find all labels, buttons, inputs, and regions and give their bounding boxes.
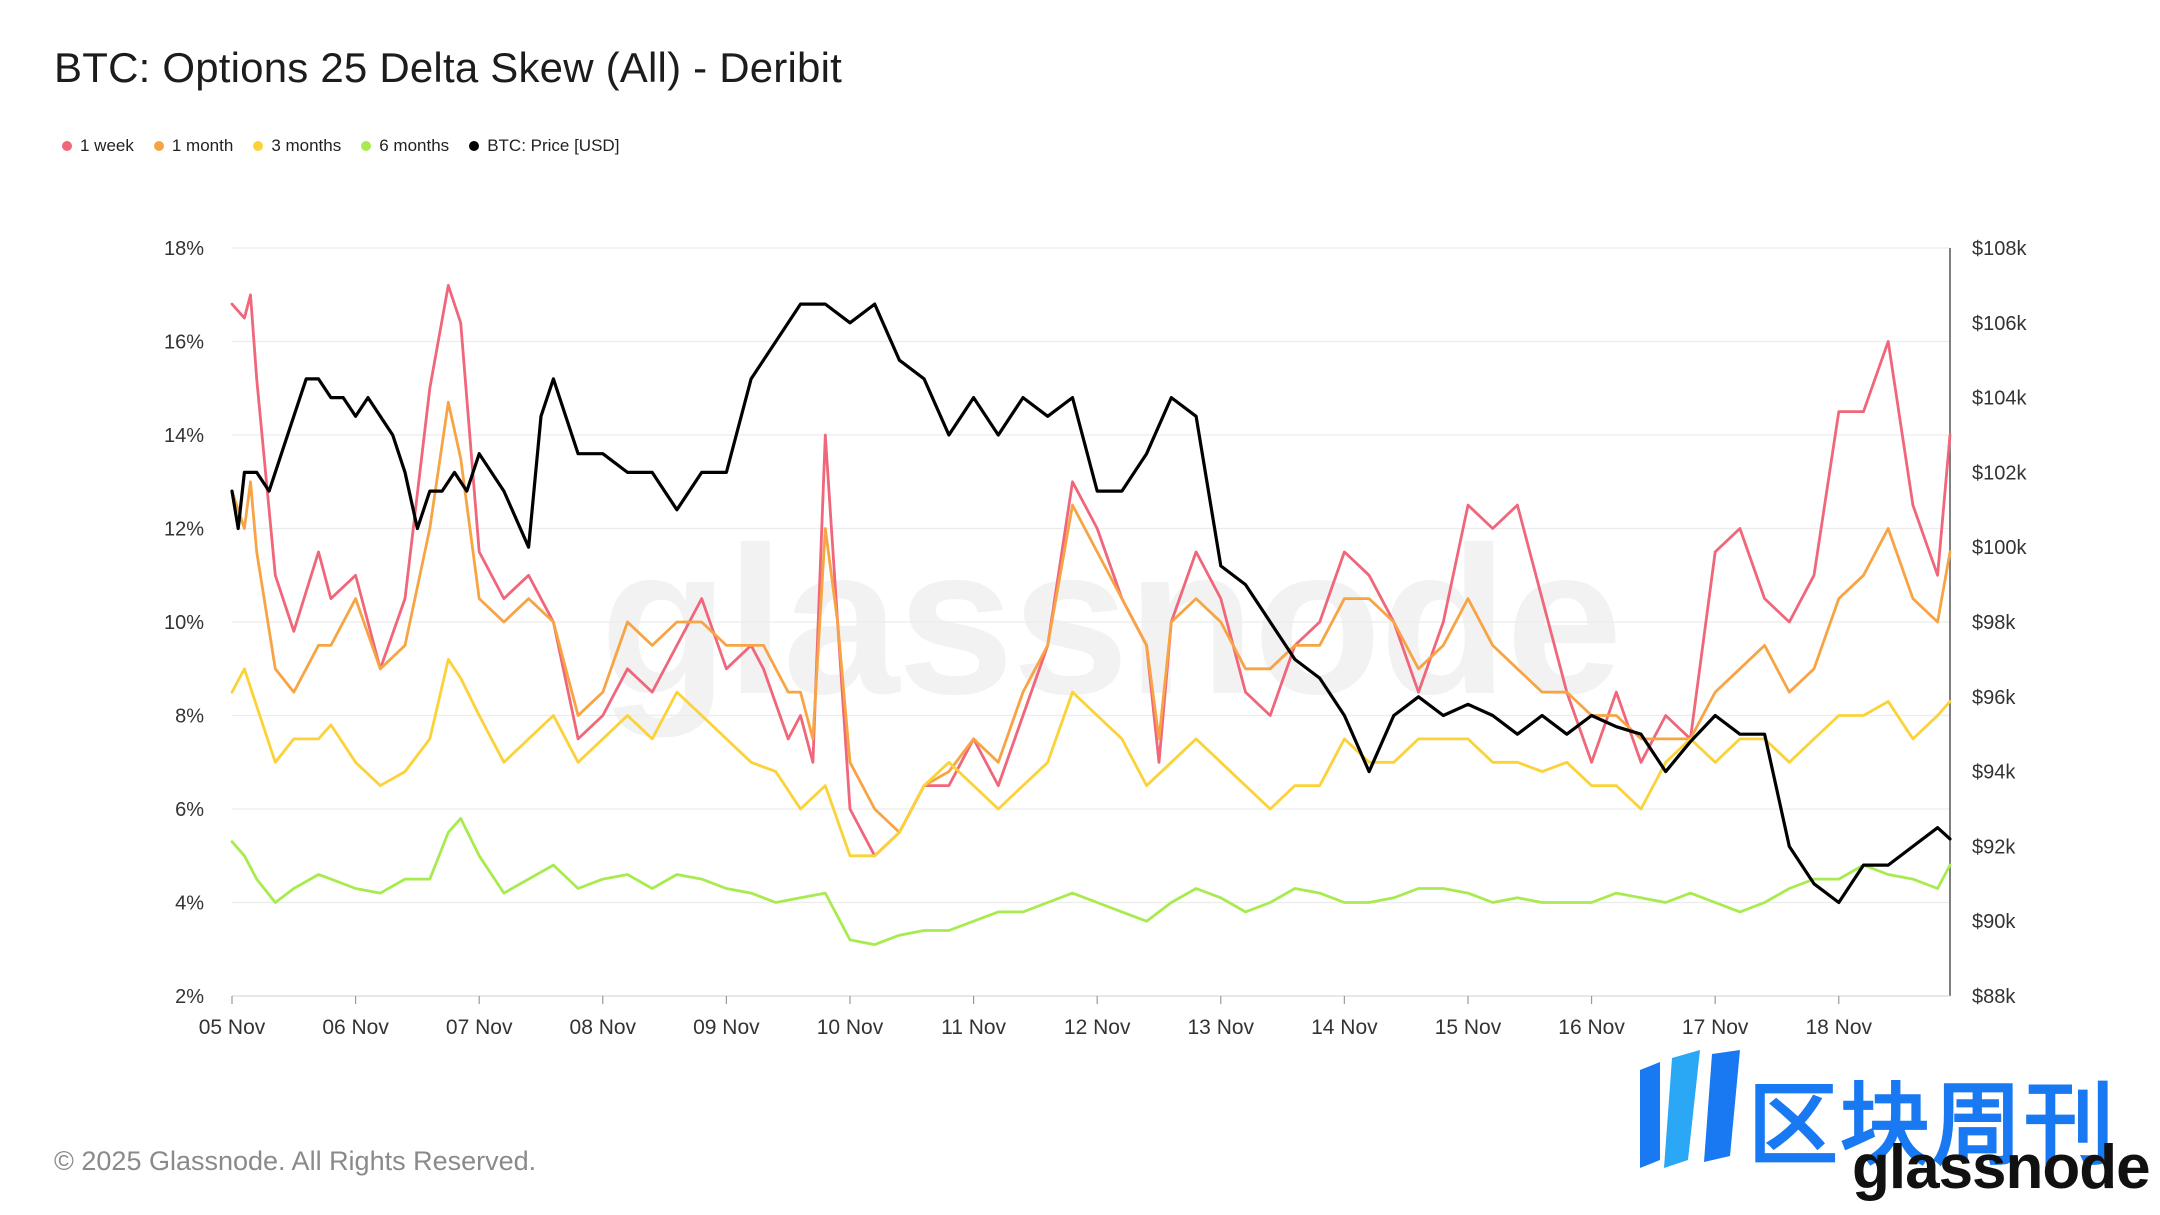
legend-dot-icon bbox=[62, 141, 72, 151]
legend-label: 6 months bbox=[379, 136, 450, 155]
legend-dot-icon bbox=[253, 141, 264, 151]
x-tick-label: 14 Nov bbox=[1311, 1016, 1378, 1039]
legend-label: 1 week bbox=[80, 136, 134, 155]
legend-dot-icon bbox=[469, 141, 480, 151]
legend-item-3-months[interactable]: 3 months bbox=[253, 136, 341, 156]
y-right-tick-label: $96k bbox=[1972, 687, 2016, 709]
legend-dot-icon bbox=[153, 141, 164, 151]
series-line-1-week bbox=[230, 283, 1952, 858]
x-tick-label: 07 Nov bbox=[446, 1016, 513, 1039]
y-right-tick-label: $108k bbox=[1972, 238, 2027, 260]
x-tick-label: 15 Nov bbox=[1435, 1016, 1502, 1039]
y-left-tick-label: 18% bbox=[164, 238, 204, 260]
y-right-tick-label: $92k bbox=[1972, 836, 2016, 858]
y-right-tick-label: $90k bbox=[1972, 911, 2016, 933]
legend-label: 3 months bbox=[271, 136, 342, 155]
y-right-tick-label: $104k bbox=[1972, 388, 2027, 410]
copyright-footer: © 2025 Glassnode. All Rights Reserved. bbox=[54, 1146, 537, 1176]
legend-item-btc-price[interactable]: BTC: Price [USD] bbox=[469, 136, 619, 156]
legend-item-1-month[interactable]: 1 month bbox=[153, 136, 234, 156]
x-tick-label: 13 Nov bbox=[1188, 1016, 1255, 1039]
y-left-tick-label: 12% bbox=[164, 519, 204, 541]
legend-label: BTC: Price [USD] bbox=[487, 136, 620, 155]
x-tick-label: 18 Nov bbox=[1805, 1016, 1872, 1039]
y-right-tick-label: $88k bbox=[1972, 986, 2016, 1008]
x-tick-label: 08 Nov bbox=[570, 1016, 637, 1039]
legend-item-1-week[interactable]: 1 week bbox=[62, 136, 134, 156]
x-tick-label: 09 Nov bbox=[693, 1016, 760, 1039]
series-line-6-months bbox=[230, 817, 1952, 946]
legend-label: 1 month bbox=[171, 136, 234, 155]
x-tick-label: 16 Nov bbox=[1558, 1016, 1625, 1039]
x-tick-label: 06 Nov bbox=[322, 1016, 389, 1039]
y-left-tick-label: 8% bbox=[175, 706, 204, 728]
series-line-3-months bbox=[230, 658, 1952, 858]
y-right-tick-label: $106k bbox=[1972, 313, 2027, 335]
y-left-tick-label: 10% bbox=[164, 612, 204, 634]
chart-title: BTC: Options 25 Delta Skew (All) - Derib… bbox=[54, 44, 842, 91]
x-tick-label: 10 Nov bbox=[817, 1016, 884, 1039]
y-left-tick-label: 6% bbox=[175, 799, 204, 821]
y-right-tick-label: $102k bbox=[1972, 462, 2027, 484]
y-right-tick-label: $94k bbox=[1972, 762, 2016, 784]
chart-legend: 1 week 1 month 3 months 6 months BTC: Pr… bbox=[62, 136, 619, 156]
legend-item-6-months[interactable]: 6 months bbox=[361, 136, 449, 156]
x-tick-label: 11 Nov bbox=[941, 1016, 1006, 1039]
legend-dot-icon bbox=[361, 141, 372, 151]
brand-english: glassnode bbox=[1852, 1133, 2151, 1202]
y-right-tick-label: $98k bbox=[1972, 612, 2016, 634]
brand-mark-icon bbox=[1640, 1050, 1740, 1168]
y-right-tick-label: $100k bbox=[1972, 537, 2027, 559]
series-line-btc-price-usd bbox=[230, 302, 1952, 905]
series-line-1-month bbox=[230, 400, 1952, 834]
x-tick-label: 05 Nov bbox=[199, 1016, 266, 1039]
y-left-tick-label: 2% bbox=[175, 986, 204, 1008]
x-tick-label: 17 Nov bbox=[1682, 1016, 1749, 1039]
y-left-tick-label: 16% bbox=[164, 332, 204, 354]
x-tick-label: 12 Nov bbox=[1064, 1016, 1131, 1039]
brand-logo: 区块周刊 glassnode bbox=[1620, 1040, 2160, 1215]
y-left-tick-label: 4% bbox=[175, 893, 204, 915]
y-left-tick-label: 14% bbox=[164, 425, 204, 447]
brand-chinese: 区块周刊 bbox=[1748, 1073, 2116, 1178]
